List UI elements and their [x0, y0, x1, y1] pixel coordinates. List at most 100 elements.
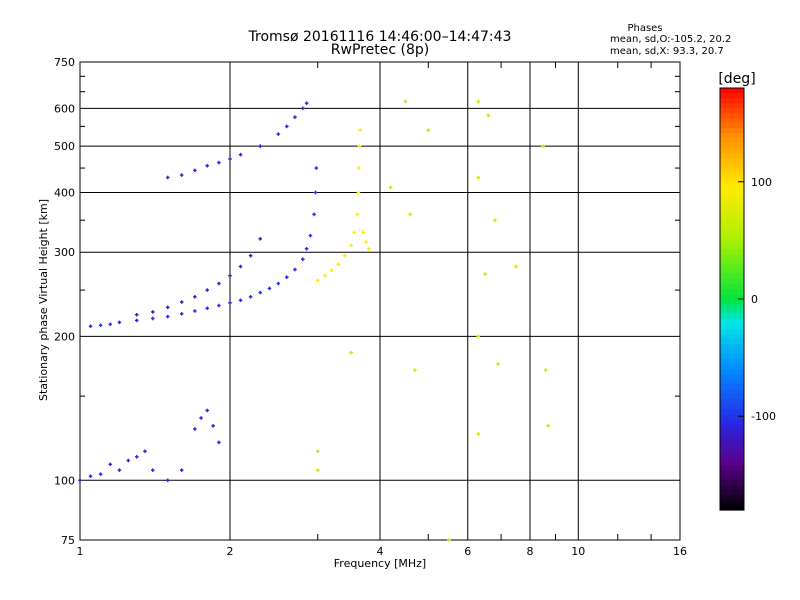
- colorbar-segment: [720, 314, 744, 320]
- data-point: [248, 253, 253, 258]
- data-point: [315, 449, 320, 454]
- colorbar-segment: [720, 238, 744, 245]
- colorbar-segment: [720, 479, 744, 486]
- x-axis-label: Frequency [MHz]: [334, 557, 426, 570]
- data-point: [108, 462, 113, 467]
- colorbar-tick-label: -100: [751, 410, 776, 423]
- colorbar-segment: [720, 293, 744, 300]
- data-point: [367, 246, 371, 251]
- data-point: [313, 190, 318, 195]
- data-point: [165, 175, 170, 180]
- colorbar-segment: [720, 93, 744, 99]
- data-point: [483, 272, 487, 276]
- colorbar-segment: [720, 454, 744, 461]
- colorbar-segment: [720, 464, 744, 471]
- colorbar-segment: [720, 374, 744, 380]
- colorbar-segment: [720, 163, 744, 169]
- data-point: [217, 281, 221, 286]
- colorbar-segment: [720, 379, 744, 386]
- data-point: [476, 99, 481, 104]
- colorbar-segment: [720, 178, 744, 185]
- colorbar-segment: [720, 98, 744, 104]
- data-point: [343, 253, 347, 258]
- colorbar-segment: [720, 354, 744, 360]
- colorbar-segment: [720, 494, 744, 501]
- colorbar-segment: [720, 263, 744, 270]
- stats-heading: Phases: [627, 23, 662, 34]
- colorbar-segment: [720, 248, 744, 255]
- colorbar-tick-label: 100: [751, 176, 772, 189]
- data-point: [308, 233, 313, 238]
- y-tick-label: 400: [54, 186, 75, 199]
- colorbar-segment: [720, 339, 744, 345]
- data-point: [248, 295, 253, 299]
- colorbar-segment: [720, 213, 744, 220]
- data-point: [134, 454, 139, 459]
- data-point: [228, 301, 232, 305]
- colorbar-segment: [720, 349, 744, 355]
- colorbar-segment: [720, 304, 744, 310]
- x-tick-label: 2: [227, 545, 234, 558]
- data-point: [88, 474, 93, 478]
- colorbar-segment: [720, 439, 744, 446]
- colorbar-segment: [720, 324, 744, 330]
- colorbar-segment: [720, 128, 744, 134]
- colorbar-segment: [720, 148, 744, 154]
- y-tick-label: 200: [54, 330, 75, 343]
- data-point: [205, 163, 209, 168]
- colorbar-segment: [720, 203, 744, 210]
- data-point: [193, 168, 197, 173]
- data-point: [476, 334, 481, 339]
- colorbar-segment: [720, 278, 744, 285]
- data-point: [134, 318, 139, 323]
- colorbar-segment: [720, 344, 744, 350]
- colorbar-segment: [720, 429, 744, 436]
- colorbar-segment: [720, 123, 744, 129]
- data-point: [205, 306, 209, 311]
- data-point: [356, 190, 361, 195]
- y-tick-label: 500: [54, 140, 75, 153]
- colorbar-segment: [720, 504, 744, 511]
- colorbar-segment: [720, 399, 744, 406]
- data-point: [238, 298, 243, 303]
- data-point: [165, 305, 170, 310]
- data-point: [98, 323, 103, 328]
- data-point: [238, 152, 243, 157]
- colorbar-segment: [720, 173, 744, 180]
- colorbar-segment: [720, 369, 744, 375]
- data-point: [293, 267, 297, 272]
- y-tick-label: 75: [61, 534, 75, 547]
- data-point: [357, 166, 361, 170]
- x-tick-label: 8: [527, 545, 534, 558]
- data-point: [543, 368, 548, 372]
- data-point: [284, 275, 289, 279]
- x-tick-label: 10: [571, 545, 585, 558]
- colorbar-segment: [720, 193, 744, 200]
- y-tick-label: 600: [54, 102, 75, 115]
- colorbar-segment: [720, 288, 744, 295]
- colorbar-segment: [720, 118, 744, 124]
- data-point: [355, 212, 359, 217]
- chart-title: Tromsø 20161116 14:46:00–14:47:43: [248, 29, 512, 45]
- colorbar-segment: [720, 424, 744, 431]
- colorbar-segment: [720, 158, 744, 164]
- colorbar-segment: [720, 283, 744, 290]
- colorbar-segment: [720, 309, 744, 315]
- data-point: [258, 144, 263, 148]
- colorbar-segment: [720, 233, 744, 240]
- data-point: [329, 268, 334, 273]
- colorbar-segment: [720, 364, 744, 370]
- colorbar-segment: [720, 183, 744, 190]
- colorbar-segment: [720, 444, 744, 451]
- data-point: [388, 185, 393, 190]
- data-point: [476, 175, 481, 180]
- colorbar-segment: [720, 499, 744, 506]
- data-point: [315, 278, 320, 283]
- colorbar-segment: [720, 223, 744, 230]
- colorbar-segment: [720, 434, 744, 441]
- data-point: [258, 237, 263, 241]
- data-point: [541, 144, 545, 148]
- stats-o-line: mean, sd,O:-105.2, 20.2: [610, 34, 731, 45]
- data-point: [151, 310, 155, 314]
